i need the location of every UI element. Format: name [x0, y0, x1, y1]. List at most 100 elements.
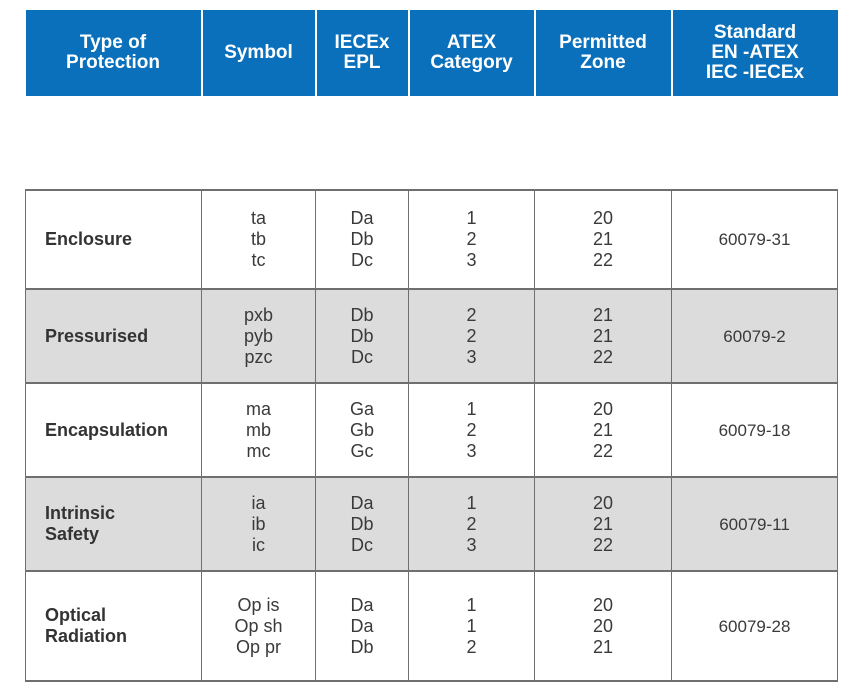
symbol-text: pzc: [244, 346, 273, 367]
zone-cell: 20 21 22: [534, 189, 672, 290]
symbol-text: pyb: [243, 325, 274, 346]
category-text: 3: [466, 250, 477, 270]
epl-cell: Da Db Dc: [315, 189, 409, 290]
table-row: Intrinsic Safety ia ib ic Da Db Dc 1 2 3: [25, 476, 838, 572]
header-line: Standard: [713, 22, 797, 43]
protection-type-cell: Encapsulation: [25, 382, 202, 478]
header-symbol: Symbol: [200, 10, 317, 96]
table-row: Enclosure ta tb tc Da Db Dc 1 2 3: [25, 189, 838, 290]
table-row: Encapsulation ma mb mc Ga Gb Gc 1 2 3: [25, 382, 838, 478]
zone-text: 20: [592, 615, 614, 636]
gap-cell: [25, 96, 838, 190]
zone-text: 21: [592, 513, 614, 534]
zone-cell: 20 21 22: [534, 476, 672, 572]
table-row: Pressurised pxb pyb pzc Db Db Dc 2 2 3: [25, 288, 838, 384]
protection-type-text: Safety: [45, 524, 100, 544]
epl-text: Ga: [349, 398, 374, 419]
header-line: Permitted: [559, 32, 647, 53]
zone-cell: 21 21 22: [534, 288, 672, 384]
symbol-text: ic: [252, 534, 265, 555]
zone-cell: 20 21 22: [534, 382, 672, 478]
zone-text: 20: [592, 492, 614, 513]
epl-text: Gb: [349, 419, 374, 440]
category-text: 2: [466, 636, 477, 657]
header-line: EPL: [343, 52, 381, 73]
standard-cell: 60079-31: [671, 189, 838, 290]
protection-type-text: Pressurised: [45, 325, 149, 346]
category-cell: 1 2 3: [408, 476, 535, 572]
symbol-text: mb: [245, 419, 271, 440]
epl-text: Db: [350, 513, 374, 534]
symbol-text: ia: [251, 492, 266, 513]
zone-text: 22: [592, 440, 614, 461]
symbol-cell: Op is Op sh Op pr: [201, 570, 316, 682]
protection-type-text: Radiation: [45, 626, 128, 646]
header-atex-category: ATEX Category: [407, 10, 536, 96]
category-text: 2: [466, 419, 477, 440]
protection-type-cell: Pressurised: [25, 288, 202, 384]
header-line: Category: [430, 52, 513, 73]
category-text: 1: [466, 594, 477, 615]
epl-text: Db: [350, 636, 374, 657]
symbol-cell: ta tb tc: [201, 189, 316, 290]
header-line: Protection: [66, 52, 160, 73]
protection-type-text: Intrinsic: [45, 503, 116, 523]
header-line: Type of: [79, 32, 147, 53]
protection-type-text: Enclosure: [45, 229, 133, 249]
epl-cell: Da Db Dc: [315, 476, 409, 572]
table-header: Type of Protection Symbol IECEx EPL ATEX…: [25, 10, 838, 96]
table-body: Enclosure ta tb tc Da Db Dc 1 2 3: [25, 96, 838, 682]
standard-cell: 60079-28: [671, 570, 838, 682]
epl-cell: Ga Gb Gc: [315, 382, 409, 478]
zone-text: 20: [592, 208, 614, 228]
epl-text: Db: [350, 229, 374, 249]
zone-text: 21: [592, 325, 614, 346]
standard-cell: 60079-2: [671, 288, 838, 384]
category-text: 3: [466, 346, 477, 367]
symbol-text: Op sh: [234, 615, 283, 636]
category-text: 2: [466, 513, 477, 534]
header-line: IECEx: [334, 32, 390, 53]
category-text: 2: [466, 304, 477, 325]
category-cell: 2 2 3: [408, 288, 535, 384]
epl-text: Db: [350, 325, 374, 346]
epl-cell: Db Db Dc: [315, 288, 409, 384]
zone-text: 20: [592, 398, 614, 419]
symbol-text: tb: [250, 229, 266, 249]
header-iecex-epl: IECEx EPL: [314, 10, 410, 96]
zone-text: 21: [592, 636, 614, 657]
category-text: 1: [466, 615, 477, 636]
category-text: 2: [466, 229, 477, 249]
zone-text: 21: [592, 304, 614, 325]
symbol-cell: pxb pyb pzc: [201, 288, 316, 384]
epl-text: Dc: [351, 534, 373, 555]
symbol-text: ib: [251, 513, 266, 534]
zone-text: 20: [592, 594, 614, 615]
protection-type-text: Encapsulation: [45, 419, 169, 440]
header-line: Symbol: [224, 42, 293, 63]
protection-table-container: Type of Protection Symbol IECEx EPL ATEX…: [25, 10, 838, 682]
symbol-text: Op is: [237, 594, 280, 615]
symbol-cell: ma mb mc: [201, 382, 316, 478]
zone-text: 22: [592, 346, 614, 367]
header-line: Zone: [580, 52, 626, 73]
symbol-cell: ia ib ic: [201, 476, 316, 572]
zone-text: 21: [592, 419, 614, 440]
header-line: IEC -IECEx: [705, 62, 805, 83]
table-row: Optical Radiation Op is Op sh Op pr Da D…: [25, 570, 838, 682]
zone-cell: 20 20 21: [534, 570, 672, 682]
category-text: 2: [466, 325, 477, 346]
protection-type-cell: Enclosure: [25, 189, 202, 290]
standard-cell: 60079-18: [671, 382, 838, 478]
category-cell: 1 2 3: [408, 189, 535, 290]
epl-text: Dc: [351, 250, 373, 270]
header-line: EN -ATEX: [711, 42, 799, 63]
protection-type-cell: Intrinsic Safety: [25, 476, 202, 572]
epl-text: Gc: [350, 440, 374, 461]
category-text: 1: [466, 398, 477, 419]
epl-text: Da: [350, 492, 374, 513]
symbol-text: tc: [251, 250, 266, 270]
zone-text: 21: [592, 229, 614, 249]
protection-type-text: Optical: [45, 605, 107, 625]
symbol-text: mc: [246, 440, 271, 461]
